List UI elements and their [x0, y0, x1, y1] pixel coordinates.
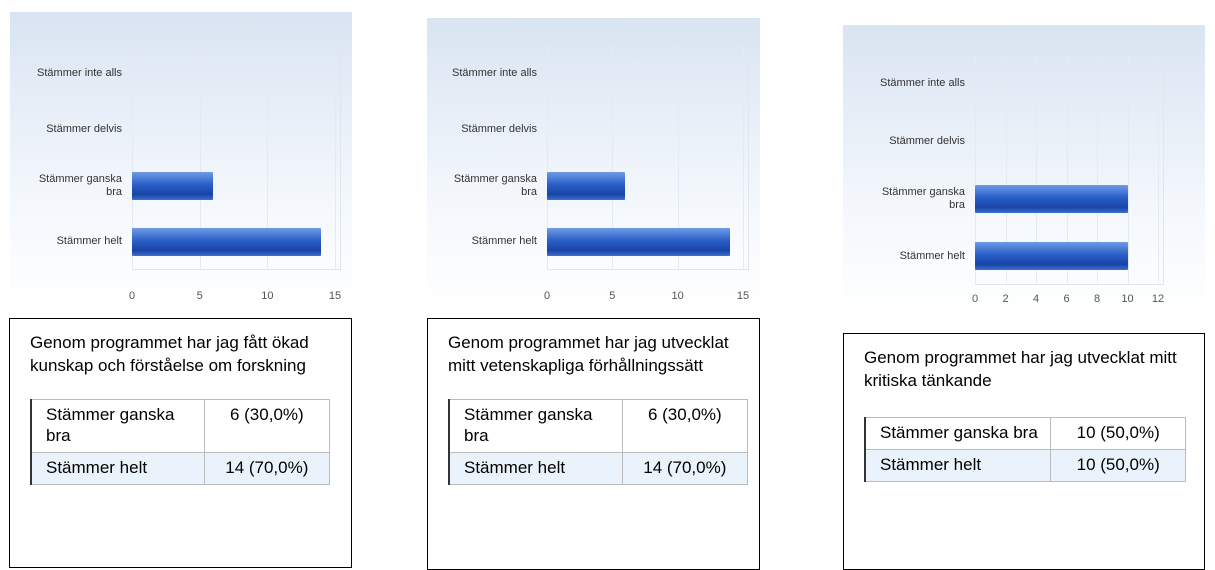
table-cell: Stämmer helt [864, 449, 1052, 482]
grid-line [335, 45, 336, 270]
table-cell: 10 (50,0%) [1050, 449, 1186, 482]
category-label: Stämmer ganska bra [453, 172, 537, 198]
category-label: Stämmer inte alls [37, 66, 122, 79]
category-label: Stämmer ganska bra [881, 185, 965, 211]
category-label: Stämmer delvis [461, 122, 537, 135]
category-label: Stämmer helt [56, 235, 122, 248]
table-cell: Stämmer helt [29, 452, 205, 485]
grid-line [743, 45, 744, 270]
bar [975, 184, 1128, 213]
table-cell: Stämmer ganska bra [864, 417, 1052, 450]
question: Genom programmet har jag utvecklat mitt … [864, 348, 1177, 390]
x-tick-label: 15 [328, 290, 342, 302]
table-cell: 6 (30,0%) [621, 399, 749, 453]
grid-line [1066, 55, 1068, 285]
grid-line [1097, 55, 1098, 285]
table-cell: Stämmer ganska bra [447, 399, 623, 453]
table-cell: 14 (70,0%) [203, 452, 331, 485]
grid-line [612, 45, 614, 270]
x-tick-label: 8 [1093, 293, 1101, 305]
table-row: Stämmer ganska bra 6 (30,0%) [29, 399, 331, 453]
grid-line [1036, 55, 1037, 285]
panel-box: Genom programmet har jag utvecklat mitt … [843, 333, 1205, 570]
x-tick-label: 4 [1032, 293, 1040, 305]
grid-line [199, 45, 201, 270]
x-tick-label: 10 [261, 290, 274, 302]
category-label: Stämmer helt [899, 249, 965, 262]
x-tick-label: 12 [1151, 293, 1165, 305]
category-label: Stämmer helt [471, 235, 537, 248]
grid-line [677, 45, 679, 270]
x-tick-label: 2 [1002, 293, 1009, 305]
panel-box: Genom programmet har jag utvecklat mitt … [427, 318, 760, 570]
grid-line [1005, 55, 1007, 285]
grid-line [1158, 55, 1159, 285]
x-tick-label: 0 [543, 290, 551, 302]
bar [132, 171, 214, 200]
grid-line [132, 45, 133, 270]
chart-background [10, 12, 352, 312]
panel-box: Genom programmet har jag fått ökad kunsk… [9, 318, 352, 568]
table-cell: Stämmer helt [447, 452, 623, 485]
category-label: Stämmer delvis [46, 122, 122, 135]
question: Genom programmet har jag utvecklat mitt … [448, 333, 729, 375]
table-row: Stämmer helt 10 (50,0%) [864, 449, 1186, 482]
bar [975, 242, 1128, 271]
table-cell: 14 (70,0%) [621, 452, 749, 485]
grid-line [547, 45, 548, 270]
x-tick-label: 0 [971, 293, 979, 305]
table-row: Stämmer ganska bra 10 (50,0%) [864, 417, 1186, 450]
table-row: Stämmer ganska bra 6 (30,0%) [447, 399, 749, 453]
table-cell: Stämmer ganska bra [29, 399, 205, 453]
category-label: Stämmer ganska bra [38, 172, 122, 198]
category-label: Stämmer inte alls [880, 77, 965, 90]
chart-background [427, 18, 760, 313]
x-tick-label: 0 [128, 290, 136, 302]
bar [132, 227, 322, 256]
grid-line [267, 45, 269, 270]
question: Genom programmet har jag fått ökad kunsk… [30, 333, 309, 375]
x-tick-label: 15 [736, 290, 750, 302]
grid-line [1127, 55, 1129, 285]
table-cell: 10 (50,0%) [1050, 417, 1186, 450]
x-tick-label: 5 [609, 290, 616, 302]
bar [547, 227, 730, 256]
table-row: Stämmer helt 14 (70,0%) [447, 452, 749, 485]
category-label: Stämmer delvis [889, 134, 965, 147]
answer-table: Stämmer ganska bra 10 (50,0%) Stämmer helt… [864, 417, 1186, 482]
x-tick-label: 10 [671, 290, 684, 302]
x-tick-label: 10 [1121, 293, 1134, 305]
bar [547, 171, 626, 200]
grid-line [975, 55, 976, 285]
table-cell: 6 (30,0%) [203, 399, 331, 453]
answer-table: Stämmer ganska bra 6 (30,0%) Stämmer helt 1… [447, 399, 749, 485]
answer-table: Stämmer ganska bra 6 (30,0%) Stämmer helt 1… [29, 399, 331, 485]
x-tick-label: 5 [196, 290, 203, 302]
table-row: Stämmer helt 14 (70,0%) [29, 452, 331, 485]
x-tick-label: 6 [1063, 293, 1070, 305]
category-label: Stämmer inte alls [452, 66, 537, 79]
